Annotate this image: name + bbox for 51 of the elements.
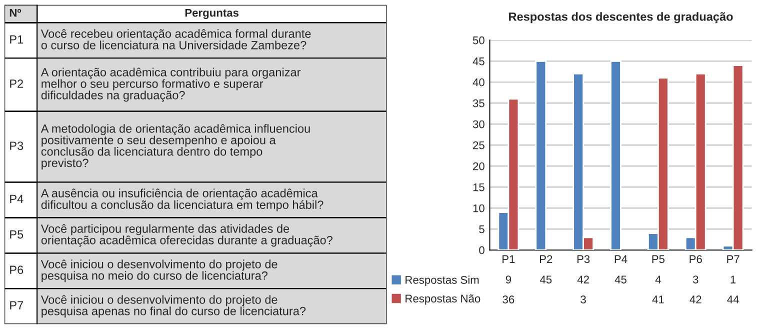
data-label: 45 xyxy=(540,276,552,284)
y-tick-label: 35 xyxy=(472,99,484,108)
data-label: 36 xyxy=(502,296,514,304)
data-label: 45 xyxy=(614,276,626,284)
text: A ausência ou insuficiência de orientação acadêmica dificultou a conclusão da licenciatura em tempo hábil? xyxy=(40,188,324,212)
y-tick-label: 0 xyxy=(479,246,484,254)
text: P5 xyxy=(10,230,24,239)
text: P4 xyxy=(10,194,24,204)
data-label: 42 xyxy=(577,276,589,284)
data-label: 3 xyxy=(692,276,698,284)
x-tick-label: P7 xyxy=(727,255,740,263)
data-label: 3 xyxy=(580,296,586,304)
text: P3 xyxy=(10,142,24,150)
y-tick-label: 25 xyxy=(473,141,484,150)
y-tick-label: 20 xyxy=(473,162,484,170)
bar xyxy=(610,60,622,250)
data-label: 9 xyxy=(506,276,512,284)
text: P7 xyxy=(10,301,24,310)
text: Você iniciou o desenvolvimento do projeto de pesquisa apenas no final do curso de licenciatura? xyxy=(40,295,306,318)
legend-label: Respostas Não xyxy=(406,294,480,305)
text: A metodologia de orientação acadêmica influenciou positivamente o seu desempenho e apoiou a conclusão da licenciatura dentro do tempo previsto? xyxy=(40,124,310,170)
chart-title: Respostas dos descentes de graduação xyxy=(509,12,733,24)
y-tick-label: 45 xyxy=(472,58,484,66)
y-tick-label: 10 xyxy=(473,204,484,212)
y-tick-label: 30 xyxy=(472,120,484,128)
text: Perguntas xyxy=(185,8,239,19)
x-tick-label: P6 xyxy=(690,255,702,264)
data-label: 44 xyxy=(727,296,739,304)
text: P2 xyxy=(10,80,24,88)
data-label: 1 xyxy=(730,276,736,284)
x-tick-label: P4 xyxy=(614,255,628,263)
x-tick-label: P1 xyxy=(502,255,515,263)
text: Você recebeu orientação acadêmica formal durante o curso de licenciatura na Universidade Zambeze? xyxy=(40,29,311,50)
y-tick-label: 50 xyxy=(472,36,484,44)
data-label: 41 xyxy=(652,296,664,304)
x-tick-label: P3 xyxy=(577,255,590,264)
text: Você participou regularmente das atividades de orientação acadêmica oferecidas durante a graduação? xyxy=(40,224,332,247)
text: P6 xyxy=(10,266,24,274)
text: Nº xyxy=(10,8,22,17)
text: P1 xyxy=(10,35,24,44)
data-label: 4 xyxy=(655,276,661,284)
bar xyxy=(535,60,547,250)
y-tick-label: 5 xyxy=(479,225,484,234)
x-tick-label: P5 xyxy=(652,255,665,264)
legend-label: Respostas Sim xyxy=(406,276,479,286)
text: A orientação acadêmica contribuiu para organizar melhor o seu percurso formativo e superar dificuldades na graduação? xyxy=(40,68,301,102)
x-tick-label: P2 xyxy=(540,255,552,263)
y-tick-label: 15 xyxy=(473,183,484,192)
y-tick-label: 40 xyxy=(472,78,484,86)
data-label: 42 xyxy=(690,296,702,304)
text: Você iniciou o desenvolvimento do projeto de pesquisa no meio do curso de licenciatura? xyxy=(40,260,278,282)
